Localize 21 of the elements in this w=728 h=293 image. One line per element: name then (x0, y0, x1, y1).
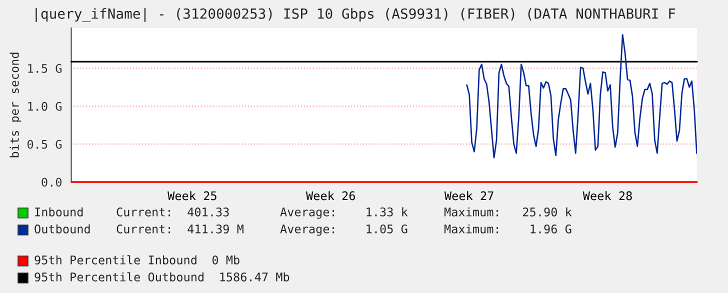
legend-label: Inbound (35, 207, 83, 216)
y-tick-label: 0.0 (42, 178, 62, 187)
text: Average: 1.05 G (280, 224, 408, 236)
text: Current: 401.33 (116, 208, 229, 216)
y-axis-title: bits per second (10, 52, 22, 158)
x-tick-label: Week 28 (582, 191, 632, 200)
x-tick-label: Week 26 (306, 191, 355, 200)
legend-label: 95th Percentile Outbound 1586.47 Mb (34, 272, 290, 282)
text: Current: 411.39 M (116, 224, 244, 234)
text: Maximum: 1.96 G (444, 224, 572, 234)
text: Average: 1.33 k (280, 207, 408, 219)
text: Maximum: 25.90 k (444, 207, 572, 216)
y-tick-label: 1.5 G (28, 64, 62, 73)
legend-label: Outbound (34, 224, 90, 234)
x-tick-label: Week 27 (444, 191, 494, 200)
x-tick-label: Week 25 (168, 191, 216, 200)
legend-label: 95th Percentile Inbound 0 Mb (34, 255, 240, 264)
y-tick-label: 1.0 G (28, 102, 62, 111)
chart-title: |query_ifName| - (3120000253) ISP 10 Gbps (AS9931) (FIBER) (DATA NONTHABURI F (36, 8, 676, 22)
line-series (466, 34, 697, 158)
y-tick-label: 0.5 G (28, 140, 62, 149)
